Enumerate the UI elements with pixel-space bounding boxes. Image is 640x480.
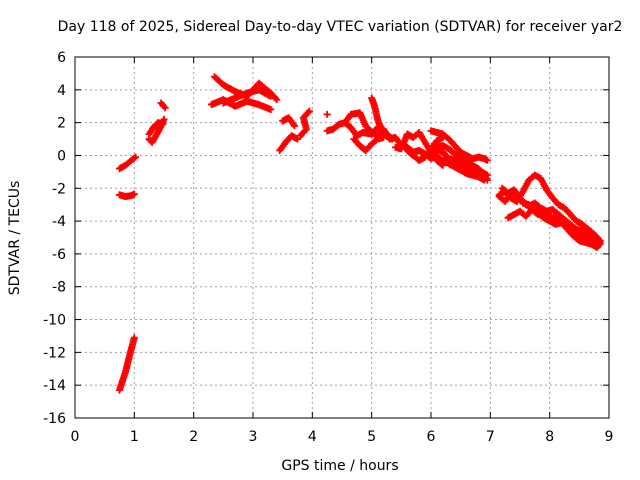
y-tick-label: 6 [57,50,66,66]
data-point [272,94,280,102]
data-point [160,115,168,123]
y-tick-label: 0 [57,148,66,164]
data-point [267,106,275,114]
y-axis-ticks: -16 -14 -12 -10 -8 -6 -4 -2 0 2 4 6 [43,50,609,427]
data-point [130,190,138,198]
x-axis-ticks: 0 1 2 3 4 5 6 7 8 9 [71,57,614,445]
y-tick-label: -16 [43,411,66,427]
x-tick-label: 8 [545,429,554,445]
data-point [132,153,140,161]
x-tick-label: 0 [71,429,80,445]
data-point [596,237,604,245]
data-point [161,104,169,112]
y-tick-label: -14 [43,378,66,394]
y-tick-label: 2 [57,116,66,132]
data-point [480,176,488,184]
y-tick-label: -2 [52,181,66,197]
data-point [291,122,299,130]
data-point [534,211,542,219]
data-point [273,96,281,104]
y-tick-label: 4 [57,83,66,99]
plot-frame [74,56,610,419]
x-tick-label: 4 [308,429,317,445]
y-tick-label: -12 [43,345,66,361]
x-tick-label: 6 [427,429,436,445]
x-tick-label: 5 [367,429,376,445]
data-points [116,73,604,394]
y-tick-label: -4 [52,214,66,230]
y-tick-label: -10 [43,313,66,329]
data-point [305,107,313,115]
x-tick-label: 7 [486,429,495,445]
y-tick-label: -6 [52,247,66,263]
x-axis-label: GPS time / hours [281,458,398,474]
x-tick-label: 3 [249,429,258,445]
data-point [323,110,331,118]
x-tick-label: 1 [130,429,139,445]
data-point [304,108,312,116]
chart-title: Day 118 of 2025, Sidereal Day-to-day VTE… [58,19,623,35]
data-point [267,92,275,100]
data-point [130,154,138,162]
x-tick-label: 9 [605,429,614,445]
x-tick-label: 2 [189,429,198,445]
data-point [483,156,491,164]
y-axis-label: SDTVAR / TECUs [7,181,23,296]
data-point [130,334,138,342]
data-point [159,120,167,128]
y-tick-label: -8 [52,280,66,296]
